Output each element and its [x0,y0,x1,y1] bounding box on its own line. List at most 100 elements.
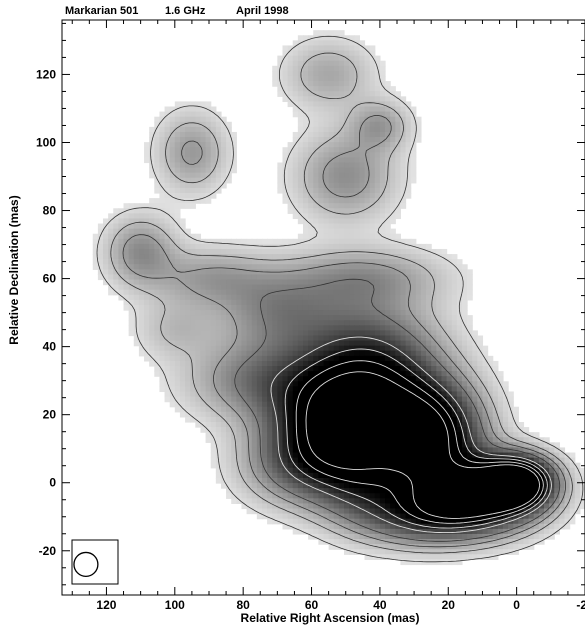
map-cell [554,488,560,494]
map-cell [159,371,166,377]
map-cell [205,355,212,362]
map-cell [169,193,176,199]
map-cell [415,447,422,454]
map-cell [302,55,309,62]
map-cell [97,223,104,230]
map-cell [441,259,448,265]
map-cell [190,162,196,169]
map-cell [461,406,468,413]
map-cell [374,233,381,240]
map-cell [318,401,325,408]
map-cell [415,488,422,494]
map-cell [323,462,330,469]
map-cell [533,493,540,499]
map-cell [308,483,314,489]
map-cell [415,406,422,413]
map-cell [379,442,386,449]
map-cell [359,294,366,301]
map-cell [308,432,314,438]
map-cell [272,310,278,316]
map-cell [400,371,407,377]
map-cell [431,457,437,464]
map-cell [344,289,350,296]
map-cell [344,198,350,204]
map-cell [226,477,232,484]
map-cell [128,248,135,255]
map-cell [369,427,376,433]
map-cell [369,416,376,423]
map-cell [302,248,309,255]
map-cell [477,477,484,484]
map-cell [313,457,319,464]
map-cell [400,355,407,362]
map-cell [231,406,237,413]
map-cell [528,493,535,499]
map-cell [436,376,443,382]
map-cell [236,447,243,454]
map-cell [195,310,202,316]
map-cell [292,106,299,113]
map-cell [328,167,335,174]
map-cell [308,162,314,169]
map-cell [195,401,202,408]
map-cell [344,325,350,331]
map-cell [349,350,355,357]
map-cell [374,447,381,454]
map-cell [451,299,458,306]
map-cell [231,452,237,459]
map-cell [138,223,145,230]
map-cell [523,503,530,510]
map-cell [195,177,202,184]
map-cell [246,432,253,438]
map-cell [267,294,273,301]
map-cell [236,406,243,413]
map-cell [333,483,340,489]
map-cell [313,126,319,133]
map-cell [297,193,304,199]
map-cell [318,45,325,52]
map-cell [333,248,340,255]
map-cell [467,366,473,372]
map-cell [513,472,519,479]
map-cell [467,345,473,352]
map-cell [426,381,432,387]
map-cell [328,142,335,148]
map-cell [359,391,366,398]
map-cell [554,498,560,505]
map-cell [426,310,432,316]
map-cell [169,320,176,326]
map-cell [385,416,391,423]
map-cell [338,452,345,459]
map-cell [169,121,176,128]
map-cell [149,360,155,367]
map-cell [333,503,340,510]
map-cell [159,116,166,123]
map-cell [118,233,125,240]
map-cell [154,157,161,164]
map-cell [344,75,350,82]
map-cell [364,427,371,433]
map-cell [123,299,130,306]
map-cell [251,310,258,316]
map-cell [374,304,381,311]
map-cell [379,432,386,438]
map-cell [405,401,412,408]
map-cell [226,284,232,291]
map-cell [210,269,217,276]
map-cell [369,477,376,484]
map-cell [431,310,437,316]
map-cell [287,360,294,367]
map-cell [251,391,258,398]
map-cell [185,279,191,286]
map-cell [436,472,443,479]
map-cell [292,182,299,189]
map-cell [344,360,350,367]
map-cell [138,299,145,306]
map-cell [108,243,114,250]
map-cell [159,147,166,153]
map-cell [154,320,161,326]
map-cell [533,437,540,443]
map-cell [308,274,314,281]
map-cell [446,345,453,352]
map-cell [133,320,140,326]
